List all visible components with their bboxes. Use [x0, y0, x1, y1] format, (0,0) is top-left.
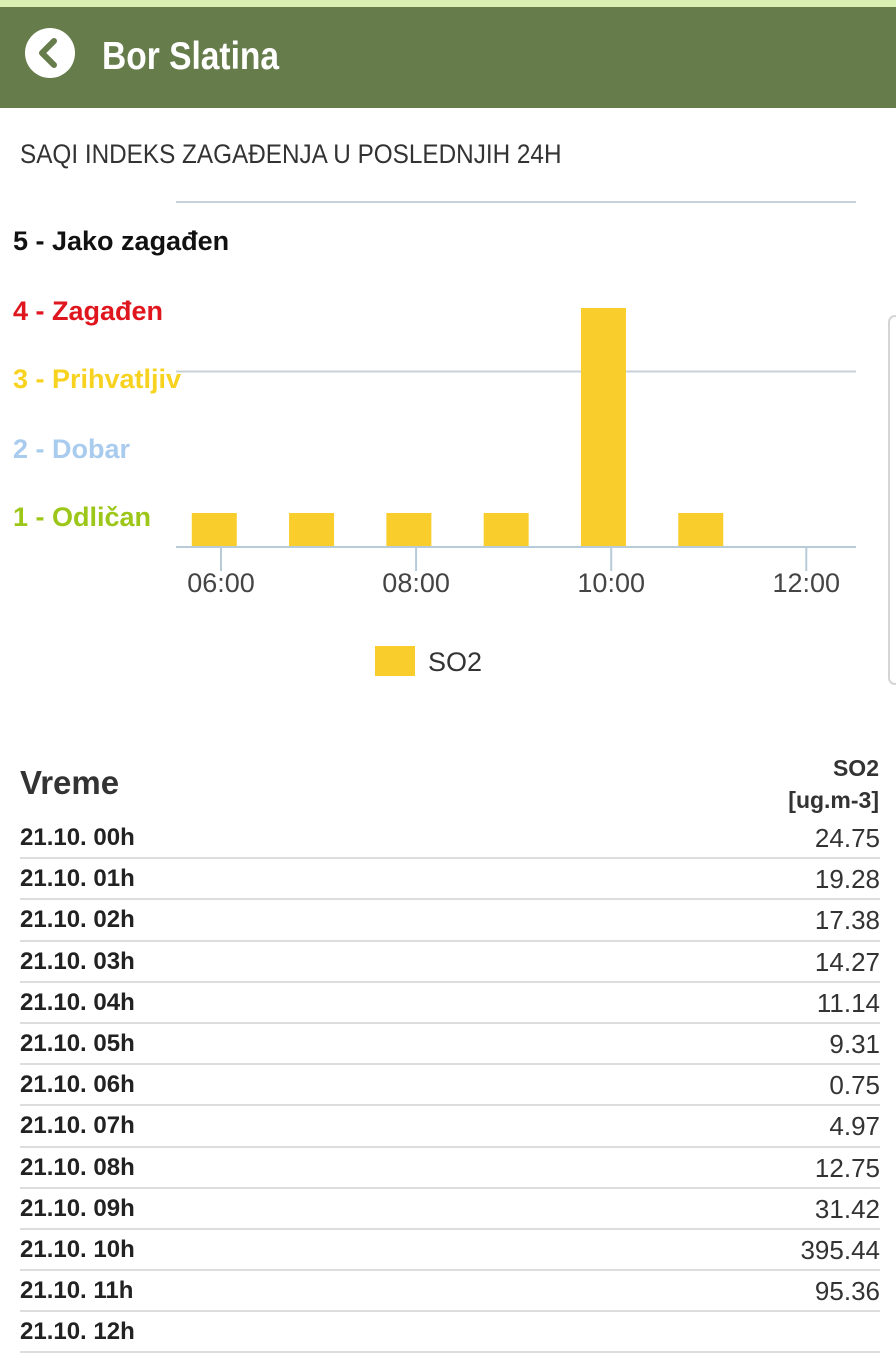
- row-so2-value: 24.75: [814, 823, 880, 853]
- table-row: 21.10. 04h 11.14: [20, 983, 880, 1024]
- row-so2-value: 11.14: [816, 987, 880, 1018]
- row-time: 21.10. 01h: [20, 865, 135, 893]
- index-level-4: 4 - Zagađen: [13, 296, 164, 326]
- row-so2-value: 9.31: [829, 1028, 880, 1059]
- column-header-so2: SO2 [ug.m-3]: [788, 752, 879, 816]
- so2-index-chart: 06:00 08:00 10:00 12:00: [176, 201, 856, 598]
- side-panel-handle[interactable]: [888, 315, 896, 685]
- row-so2-value: 4.97: [829, 1111, 880, 1142]
- chart-bar-0: [191, 513, 237, 546]
- table-row: 21.10. 03h 14.27: [20, 942, 880, 983]
- table-row: 21.10. 11h 95.36: [20, 1271, 880, 1313]
- measurements-table: 21.10. 00h 24.75 21.10. 01h 19.28 21.10. 02h…: [20, 818, 880, 1354]
- legend-swatch-so2: [375, 646, 415, 676]
- chart-x-tick-label-2: 10:00: [577, 568, 645, 598]
- row-time: 21.10. 04h: [20, 988, 135, 1016]
- column-header-so2-unit: [ug.m-3]: [788, 787, 879, 813]
- row-time: 21.10. 05h: [20, 1029, 135, 1057]
- table-row: 21.10. 05h 9.31: [20, 1024, 880, 1066]
- table-row: 21.10. 06h 0.75: [20, 1065, 880, 1107]
- table-row: 21.10. 00h 24.75: [20, 818, 880, 860]
- table-row: 21.10. 10h 395.44: [20, 1230, 880, 1272]
- row-time: 21.10. 06h: [20, 1071, 135, 1099]
- row-so2-value: 395.44: [800, 1234, 880, 1265]
- row-so2-value: 12.75: [814, 1152, 880, 1183]
- index-level-2: 2 - Dobar: [13, 434, 131, 464]
- chart-bar-3: [483, 513, 529, 546]
- chart-bar-5: [678, 513, 724, 546]
- row-time: 21.10. 08h: [20, 1153, 135, 1181]
- index-level-3: 3 - Prihvatljiv: [13, 364, 182, 394]
- status-strip: [0, 0, 896, 7]
- table-row: 21.10. 12h: [20, 1312, 880, 1354]
- table-row: 21.10. 01h 19.28: [20, 859, 880, 901]
- back-button[interactable]: [25, 28, 75, 78]
- row-time: 21.10. 00h: [20, 824, 135, 851]
- app-header: Bor Slatina: [0, 7, 896, 108]
- row-so2-value: 17.38: [814, 905, 880, 936]
- index-level-5: 5 - Jako zagađen: [13, 226, 230, 256]
- table-row: 21.10. 02h 17.38: [20, 900, 880, 942]
- row-time: 21.10. 10h: [20, 1235, 135, 1263]
- chart-section-title: SAQI INDEKS ZAGAĐENJA U POSLEDNJIH 24H: [20, 139, 562, 169]
- index-level-1: 1 - Odličan: [13, 502, 152, 532]
- row-time: 21.10. 09h: [20, 1194, 135, 1222]
- chart-x-tick-label-3: 12:00: [773, 568, 841, 598]
- table-row: 21.10. 09h 31.42: [20, 1189, 880, 1230]
- row-so2-value: 14.27: [814, 946, 880, 977]
- chart-x-tick-label-0: 06:00: [187, 568, 255, 598]
- column-header-time: Vreme: [20, 764, 120, 801]
- row-so2-value: 0.75: [829, 1070, 880, 1101]
- row-so2-value: 31.42: [814, 1193, 880, 1224]
- row-so2-value: 95.36: [814, 1276, 880, 1307]
- row-time: 21.10. 07h: [20, 1112, 135, 1140]
- row-time: 21.10. 03h: [20, 947, 135, 975]
- chart-bar-2: [386, 513, 432, 546]
- chart-x-tick-label-1: 08:00: [382, 568, 450, 598]
- chart-bar-4: [580, 308, 626, 546]
- page-title: Bor Slatina: [102, 35, 280, 78]
- column-header-so2-name: SO2: [832, 755, 879, 781]
- row-time: 21.10. 11h: [20, 1277, 134, 1305]
- table-row: 21.10. 08h 12.75: [20, 1148, 880, 1189]
- table-row: 21.10. 07h 4.97: [20, 1106, 880, 1148]
- row-so2-value: 19.28: [814, 864, 880, 895]
- row-time: 21.10. 02h: [20, 906, 135, 934]
- legend-label-so2: SO2: [428, 647, 483, 677]
- row-time: 21.10. 12h: [20, 1318, 135, 1346]
- chart-bar-1: [289, 513, 335, 546]
- chevron-left-icon: [39, 38, 57, 68]
